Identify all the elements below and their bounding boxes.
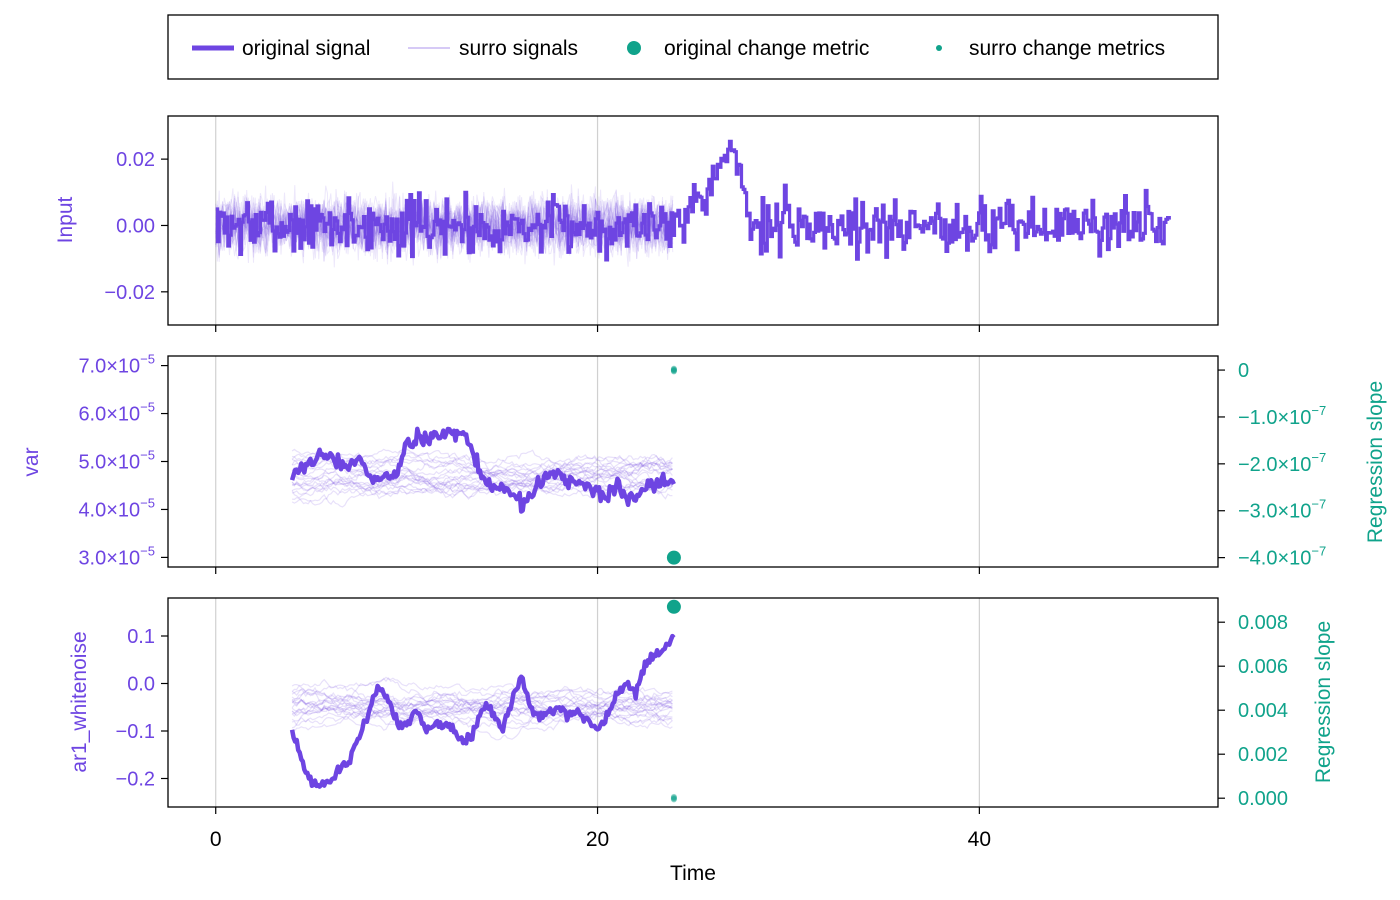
surro-change-metric-point <box>670 367 677 374</box>
y2-tick-label: −1.0×10−7 <box>1238 403 1326 429</box>
y-tick-label: 4.0×10−5 <box>78 495 155 521</box>
legend-label-surro-change-metrics: surro change metrics <box>969 37 1165 60</box>
surro-signal-line <box>292 697 673 723</box>
surro-change-metric-point <box>670 365 677 372</box>
legend-label-surro-signals: surro signals <box>459 37 578 60</box>
y2-tick-label: 0 <box>1238 360 1249 382</box>
y2-tick-label: −3.0×10−7 <box>1238 497 1326 523</box>
panel-var-y2label: Regression slope <box>1364 381 1387 543</box>
y-tick-label: 7.0×10−5 <box>78 352 155 378</box>
surro-change-metric-point <box>670 795 677 802</box>
panel-var-change-metrics <box>666 365 681 565</box>
surro-signal-line <box>291 676 673 700</box>
y2-tick-label: −4.0×10−7 <box>1238 544 1326 570</box>
y2-tick-label: 0.002 <box>1238 744 1288 766</box>
surro-signal-line <box>291 697 673 727</box>
y-tick-label: 5.0×10−5 <box>78 448 155 474</box>
panel-ar1-ylabel: ar1_whitenoise <box>68 631 91 772</box>
legend: original signal surro signals original c… <box>167 14 1219 80</box>
surro-signal-line <box>291 687 673 726</box>
surro-signal-line <box>291 472 673 500</box>
panel-ar1-y2-ticks: 0.008 0.006 0.004 0.002 0.000 <box>1218 612 1288 810</box>
surro-signal-line <box>291 457 673 492</box>
legend-label-original-signal: original signal <box>242 37 370 60</box>
legend-label-original-change-metric: original change metric <box>664 37 869 60</box>
original-signal-line <box>215 139 1171 262</box>
surro-change-metric-point <box>670 795 677 802</box>
panel-input-original-signal <box>215 139 1171 262</box>
surro-signal-line <box>291 686 673 729</box>
y2-tick-label: 0.006 <box>1238 656 1288 678</box>
y-tick-label: −0.02 <box>104 282 155 304</box>
y-tick-label: 3.0×10−5 <box>78 543 155 569</box>
panel-var-y-ticks: 7.0×10−5 6.0×10−5 5.0×10−5 4.0×10−5 3.0×10−5 <box>78 352 168 569</box>
original-signal-line <box>289 426 676 514</box>
panel-var-ylabel: var <box>20 447 43 476</box>
panel-ar1-change-metrics <box>666 599 681 803</box>
y-tick-label: 6.0×10−5 <box>78 400 155 426</box>
panel-var-original-signal <box>289 426 676 514</box>
legend-swatch-original-change-metric <box>627 41 641 55</box>
surro-change-metric-point <box>670 367 677 374</box>
surro-signal-line <box>292 692 673 732</box>
x-tick-label: 0 <box>210 828 222 851</box>
x-axis-label: Time <box>670 862 716 885</box>
surro-signal-line <box>291 468 673 504</box>
panel-ar1-original-signal <box>289 633 676 789</box>
surro-signal-line <box>292 447 673 476</box>
y2-tick-label: 0.008 <box>1238 612 1288 634</box>
panel-ar1-y2label: Regression slope <box>1312 621 1335 783</box>
y2-tick-label: 0.004 <box>1238 700 1288 722</box>
original-change-metric-point <box>666 599 681 614</box>
surro-signal-line <box>291 448 673 470</box>
panel-var-grid <box>215 356 980 574</box>
surro-change-metric-point <box>670 793 677 800</box>
y2-tick-label: 0.000 <box>1238 788 1288 810</box>
surro-change-metric-point <box>670 366 677 373</box>
panel-var-surro-signals <box>291 447 673 508</box>
y-tick-label: 0.00 <box>116 215 155 237</box>
panel-ar1-frame <box>167 597 1219 808</box>
surro-signal-line <box>291 468 673 494</box>
x-axis-ticks: 0 20 40 <box>210 828 991 851</box>
panel-input-y-ticks: 0.02 0.00 −0.02 <box>104 149 168 304</box>
panel-input: 0.02 0.00 −0.02 Input <box>54 115 1219 332</box>
panel-input-frame <box>167 115 1219 326</box>
y-tick-label: 0.0 <box>127 674 155 696</box>
surro-change-metric-point <box>670 796 677 803</box>
original-change-metric-point <box>666 550 681 565</box>
y-tick-label: 0.02 <box>116 149 155 171</box>
surro-change-metric-point <box>670 368 677 375</box>
panel-ar1: 0.1 0.0 −0.1 −0.2 0.008 0.006 0.004 0.002 0.000… <box>68 597 1335 814</box>
surro-change-metric-point <box>670 366 677 373</box>
surro-signal-line <box>291 699 673 741</box>
panel-ar1-grid <box>215 598 980 814</box>
y-tick-label: 0.1 <box>127 626 155 648</box>
legend-swatch-surro-change-metrics <box>936 45 942 51</box>
panel-var-y2-ticks: 0 −1.0×10−7 −2.0×10−7 −3.0×10−7 −4.0×10−7 <box>1218 360 1326 570</box>
x-tick-label: 40 <box>968 828 991 851</box>
panel-input-ylabel: Input <box>54 196 77 243</box>
y2-tick-label: −2.0×10−7 <box>1238 450 1326 476</box>
x-tick-label: 20 <box>586 828 609 851</box>
surro-signal-line <box>291 684 673 710</box>
panel-var: 7.0×10−5 6.0×10−5 5.0×10−5 4.0×10−5 3.0×10−5… <box>20 352 1387 574</box>
y-tick-label: −0.2 <box>116 769 155 791</box>
legend-frame <box>167 14 1219 80</box>
panel-ar1-y-ticks: 0.1 0.0 −0.1 −0.2 <box>116 626 168 791</box>
surro-change-metric-point <box>670 368 677 375</box>
original-signal-line <box>289 633 676 789</box>
surro-change-metric-point <box>670 794 677 801</box>
surro-signal-line <box>291 688 673 723</box>
y-tick-label: −0.1 <box>116 721 155 743</box>
panel-var-frame <box>167 355 1219 568</box>
